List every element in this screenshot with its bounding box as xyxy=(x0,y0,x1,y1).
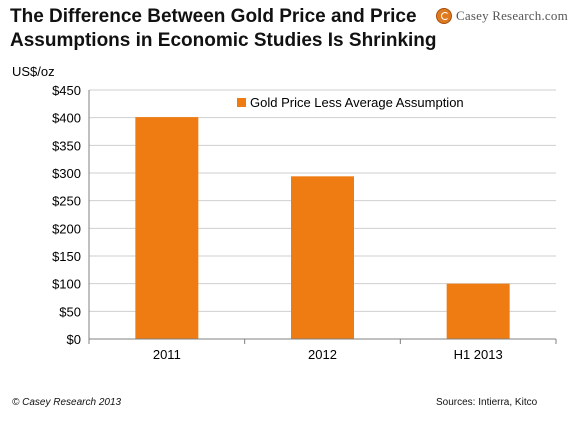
y-tick-label: $200 xyxy=(52,221,81,236)
y-tick-label: $50 xyxy=(59,304,81,319)
legend-label: Gold Price Less Average Assumption xyxy=(250,95,464,110)
y-tick-label: $150 xyxy=(52,249,81,264)
chart-title: The Difference Between Gold Price and Pr… xyxy=(10,5,437,53)
y-tick-label: $400 xyxy=(52,111,81,126)
y-tick-label: $0 xyxy=(67,332,81,347)
title-line-2: Assumptions in Economic Studies Is Shrin… xyxy=(10,30,437,51)
sources-note: Sources: Intierra, Kitco xyxy=(436,397,538,408)
legend-swatch xyxy=(237,98,246,107)
logo-text: Casey Research.com xyxy=(456,8,568,23)
x-tick-label: 2012 xyxy=(308,347,337,362)
y-tick-label: $300 xyxy=(52,166,81,181)
bar xyxy=(446,283,510,339)
y-tick-label: $250 xyxy=(52,194,81,209)
copyright-note: © Casey Research 2013 xyxy=(12,397,122,408)
x-tick-label: H1 2013 xyxy=(454,347,503,362)
casey-research-logo: Casey Research.com xyxy=(436,8,568,24)
y-tick-label: $350 xyxy=(52,138,81,153)
x-tick-label: 2011 xyxy=(153,347,181,362)
y-axis-label: US$/oz xyxy=(12,64,55,79)
title-line-1: The Difference Between Gold Price and Pr… xyxy=(10,6,417,27)
bar xyxy=(135,117,199,339)
casey-logo-icon xyxy=(436,8,452,24)
bar xyxy=(291,176,354,339)
y-tick-label: $100 xyxy=(52,277,81,292)
y-tick-label: $450 xyxy=(52,83,81,98)
